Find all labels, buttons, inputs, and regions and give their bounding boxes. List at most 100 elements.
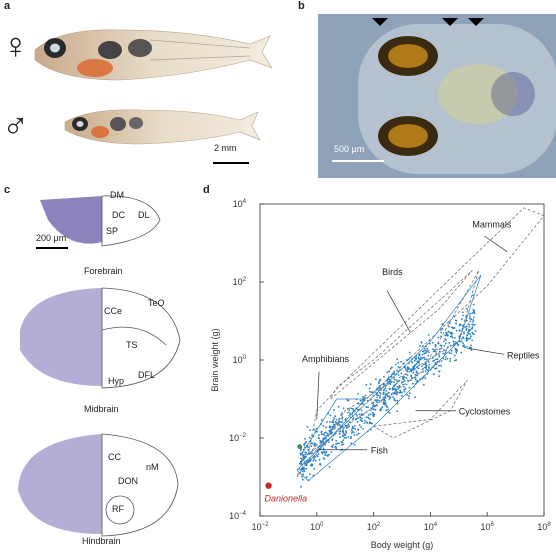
x-axis-label: Body weight (g): [371, 540, 434, 550]
forebrain-label-dl: DL: [138, 210, 150, 220]
fish-point: [319, 445, 321, 447]
fish-point: [471, 339, 473, 342]
fish-point: [329, 425, 331, 428]
fish-point: [312, 459, 315, 462]
fish-point: [344, 433, 346, 436]
fish-point: [326, 421, 328, 423]
fish-point: [441, 327, 444, 330]
fish-point: [438, 370, 441, 373]
fish-point: [388, 378, 391, 381]
fish-point: [438, 364, 440, 367]
fish-point: [411, 358, 414, 360]
panel-label-c: c: [4, 184, 11, 196]
female-fish-image: [34, 29, 273, 81]
brain-sections: [18, 195, 181, 537]
fish-point: [425, 364, 428, 367]
fish-point: [303, 444, 306, 446]
fish-point: [399, 389, 402, 392]
fish-point: [440, 335, 442, 338]
fish-point: [305, 440, 308, 443]
group-label-amphibians: Amphibians: [302, 354, 350, 364]
fish-point: [455, 329, 458, 332]
fish-point: [338, 420, 341, 423]
fish-point: [400, 372, 403, 375]
fish-point: [349, 412, 351, 415]
fish-point: [393, 381, 396, 383]
fish-point: [418, 353, 421, 356]
fish-point: [433, 364, 436, 367]
fish-point: [445, 349, 447, 352]
fish-point: [448, 325, 450, 328]
fish-point: [368, 422, 371, 425]
fish-point: [376, 396, 379, 399]
fish-point: [383, 384, 385, 386]
fish-point: [312, 474, 315, 477]
fish-point: [448, 352, 451, 354]
fish-point: [302, 454, 305, 456]
fish-point: [406, 370, 409, 373]
hindbrain-label-don: DON: [118, 476, 138, 486]
fish-point: [386, 406, 389, 408]
fish-point: [369, 390, 371, 393]
fish-point: [353, 410, 356, 413]
fish-point: [458, 335, 461, 338]
group-label-reptiles: Reptiles: [507, 350, 540, 360]
fish-point: [454, 359, 456, 362]
fish-point: [449, 345, 452, 347]
fish-point: [342, 439, 345, 442]
outline-reptiles: [296, 270, 480, 478]
fish-point: [438, 360, 441, 363]
fish-point: [394, 363, 397, 366]
panel-label-d: d: [203, 184, 210, 196]
fish-point: [358, 413, 361, 416]
fish-point: [328, 426, 331, 429]
fish-point: [472, 308, 475, 311]
midbrain-title: Midbrain: [84, 404, 119, 414]
fish-point: [320, 419, 323, 421]
fish-point: [361, 420, 363, 422]
fish-point: [307, 459, 310, 462]
fish-point: [325, 440, 327, 443]
panel-b: 500 μm: [318, 14, 556, 178]
fish-point: [396, 386, 399, 388]
fish-point: [458, 336, 461, 339]
fish-point: [397, 366, 400, 368]
fish-point: [363, 399, 366, 401]
fish-point: [323, 452, 326, 454]
fish-point: [341, 443, 343, 446]
fish-point: [391, 366, 393, 369]
fish-point: [334, 420, 337, 423]
fish-point: [304, 446, 306, 449]
fish-point: [305, 476, 308, 478]
fish-point: [338, 424, 341, 426]
fish-point: [394, 387, 397, 390]
fish-point: [448, 331, 451, 334]
fish-point: [374, 408, 376, 411]
fish-point: [394, 383, 397, 386]
fish-point: [454, 341, 456, 343]
fish-point: [356, 434, 358, 436]
fish-point: [432, 360, 434, 362]
fish-point: [327, 412, 330, 415]
fish-point: [446, 358, 449, 360]
fish-point: [439, 350, 441, 353]
fish-point: [342, 426, 344, 428]
fish-point: [352, 431, 355, 434]
fish-point: [433, 350, 435, 353]
fish-point: [389, 388, 392, 390]
midbrain-label-ts: TS: [126, 340, 138, 350]
fish-point: [353, 425, 356, 427]
fish-point: [472, 333, 475, 335]
fish-point: [331, 428, 333, 431]
y-tick-label-2: 100: [233, 355, 247, 365]
arrowhead-1: [372, 18, 388, 26]
fish-point: [342, 435, 344, 438]
fish-point: [341, 421, 343, 423]
fish-point: [416, 379, 419, 382]
group-label-birds: Birds: [382, 267, 403, 277]
male-fish-image: [64, 109, 261, 145]
fish-point: [335, 443, 337, 446]
fish-point: [314, 443, 317, 446]
fish-point: [403, 388, 406, 391]
fish-point: [414, 396, 416, 399]
